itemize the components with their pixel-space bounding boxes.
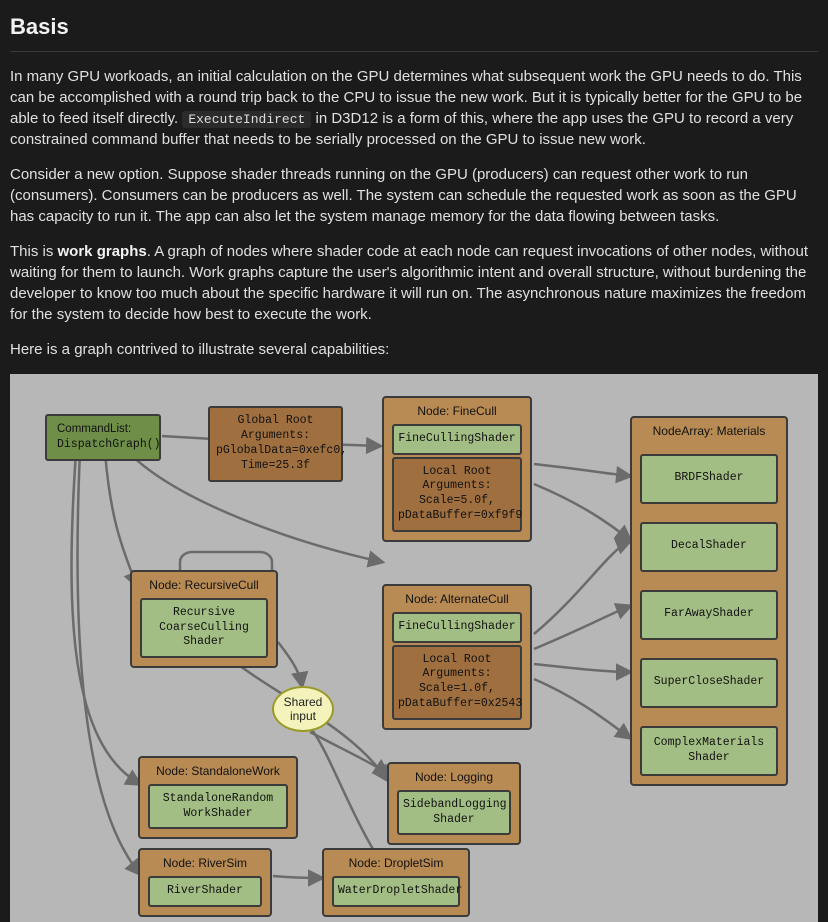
paragraph-3: This is work graphs. A graph of nodes wh… <box>10 241 818 325</box>
page-title: Basis <box>10 12 818 43</box>
edge <box>105 452 137 586</box>
work-graph-diagram: CommandList:DispatchGraph() Global RootAr… <box>10 374 818 922</box>
nodearray-materials: NodeArray: MaterialsBRDFShaderDecalShade… <box>630 416 788 786</box>
global-root-args: Global RootArguments:pGlobalData=0xefc0,… <box>208 406 343 482</box>
paragraph-4: Here is a graph contrived to illustrate … <box>10 339 818 360</box>
material-shader: BRDFShader <box>640 454 778 504</box>
edge <box>278 642 302 686</box>
para3-bold: work graphs <box>58 243 147 260</box>
material-shader: SuperCloseShader <box>640 658 778 708</box>
paragraph-2: Consider a new option. Suppose shader th… <box>10 164 818 227</box>
node-dropletsim: Node: DropletSimWaterDropletShader <box>322 848 470 917</box>
edge <box>534 484 630 540</box>
node-standalonework: Node: StandaloneWorkStandaloneRandomWork… <box>138 756 298 839</box>
node-logging: Node: LoggingSidebandLoggingShader <box>387 762 521 845</box>
node-riversim: Node: RiverSimRiverShader <box>138 848 272 917</box>
shared-input-oval: Sharedinput <box>272 686 334 732</box>
edge <box>534 664 630 672</box>
edge <box>310 732 388 774</box>
paragraph-1: In many GPU workoads, an initial calcula… <box>10 66 818 150</box>
title-divider <box>10 51 818 52</box>
material-shader: FarAwayShader <box>640 590 778 640</box>
para3a: This is <box>10 243 58 260</box>
edge <box>534 464 630 476</box>
node-dispatch: CommandList:DispatchGraph() <box>45 414 161 461</box>
node-alternatecull: Node: AlternateCullFineCullingShaderLoca… <box>382 584 532 730</box>
node-recursivecull: Node: RecursiveCullRecursiveCoarseCullin… <box>130 570 278 668</box>
edge <box>312 730 382 864</box>
node-finecull: Node: FineCullFineCullingShaderLocal Roo… <box>382 396 532 542</box>
edge <box>534 606 630 649</box>
edge <box>534 679 630 738</box>
material-shader: ComplexMaterialsShader <box>640 726 778 776</box>
material-shader: DecalShader <box>640 522 778 572</box>
edge <box>273 876 322 878</box>
inline-code-executeindirect: ExecuteIndirect <box>182 111 311 128</box>
edge <box>534 541 630 634</box>
